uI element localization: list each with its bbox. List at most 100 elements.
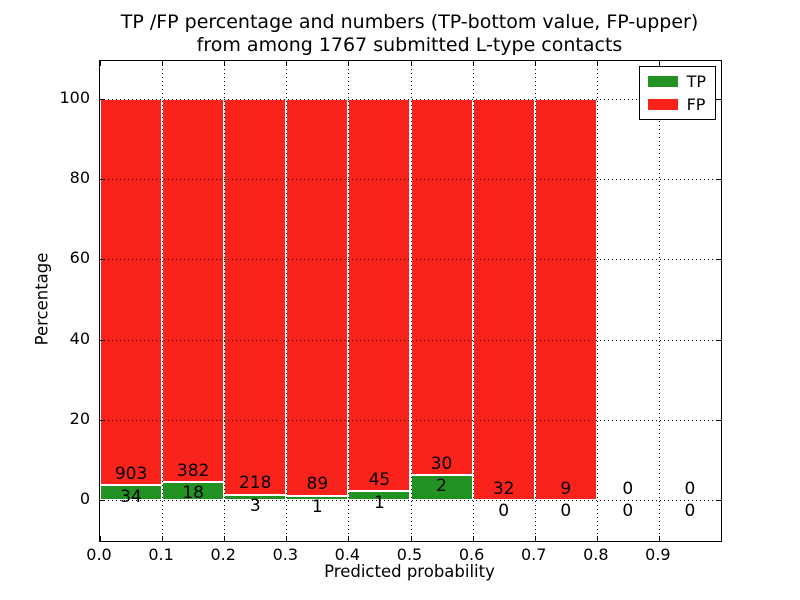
grid-line-h — [100, 259, 721, 261]
fp-count-label: 903 — [114, 464, 148, 485]
y-tick-right — [716, 99, 721, 100]
grid-line-v — [659, 61, 660, 541]
y-tick — [100, 500, 105, 501]
chart-title-line1: TP /FP percentage and numbers (TP-bottom… — [120, 11, 699, 33]
fp-count-label: 382 — [176, 460, 210, 481]
y-tick — [100, 259, 105, 261]
tp-count-label: 0 — [684, 501, 696, 522]
x-tick-top — [286, 61, 287, 66]
fp-count-label: 0 — [684, 478, 696, 499]
y-tick-label: 80 — [69, 168, 90, 188]
y-tick — [100, 339, 105, 341]
grid-line-h — [100, 179, 721, 181]
fp-bar-segment — [410, 99, 473, 475]
tp-count-label: 1 — [374, 492, 385, 513]
plot-area: 903 34 382 18 218 3 89 1 45 1 30 2 32 0 9 0 0 0 0 0 TP FP — [99, 60, 722, 542]
x-axis-title: Predicted probability — [324, 562, 495, 581]
y-tick-right — [716, 500, 721, 501]
y-tick — [100, 179, 105, 181]
fp-count-label: 45 — [368, 469, 391, 490]
fp-swatch-icon — [647, 99, 678, 110]
fp-bar-segment — [348, 99, 411, 492]
y-tick-label: 0 — [79, 489, 90, 508]
y-tick — [100, 419, 105, 421]
x-tick — [348, 536, 349, 541]
x-tick-top — [535, 61, 536, 66]
x-tick-top — [473, 61, 474, 66]
x-tick-top — [224, 61, 225, 66]
grid-line-h — [100, 419, 721, 421]
grid-line-v — [411, 61, 412, 541]
fp-bar-segment — [472, 99, 535, 500]
grid-line-v — [597, 61, 598, 541]
x-tick — [659, 536, 660, 541]
tp-count-label: 18 — [182, 483, 204, 504]
tp-swatch-icon — [647, 76, 678, 87]
tp-bar-segment — [410, 474, 473, 500]
tp-count-label: 1 — [311, 496, 323, 517]
fp-count-label: 30 — [430, 453, 453, 474]
x-tick-top — [348, 61, 349, 66]
chart-title-line2: from among 1767 submitted L-type contact… — [196, 34, 623, 56]
y-tick — [100, 99, 105, 100]
x-tick-label: 0.4 — [334, 545, 361, 564]
tp-count-label: 0 — [498, 501, 510, 522]
fp-bar-segment — [100, 99, 163, 486]
tp-count-label: 0 — [560, 501, 572, 522]
y-tick-label: 40 — [69, 328, 90, 348]
x-tick-label: 0.0 — [86, 545, 112, 564]
fp-bar-segment — [224, 99, 287, 495]
x-tick-top — [100, 61, 101, 66]
x-tick-top — [597, 61, 598, 66]
x-tick-label: 0.8 — [583, 545, 609, 564]
grid-line-h — [100, 99, 721, 100]
fp-bar-segment — [162, 99, 225, 482]
x-tick — [535, 536, 536, 541]
tp-count-label: 3 — [249, 495, 261, 516]
y-tick-label: 100 — [59, 88, 90, 107]
fp-count-label: 9 — [560, 478, 572, 499]
grid-line-v — [473, 61, 474, 541]
grid-line-h — [100, 500, 721, 501]
x-tick-top — [162, 61, 163, 66]
grid-line-v — [535, 61, 536, 541]
x-tick — [100, 536, 101, 541]
y-tick-label: 60 — [69, 248, 90, 268]
x-tick-top — [411, 61, 412, 66]
chart-title: TP /FP percentage and numbers (TP-bottom… — [99, 11, 720, 57]
tp-count-label: 34 — [120, 486, 142, 507]
grid-line-v — [286, 61, 287, 541]
fp-bar-segment — [534, 99, 597, 500]
tp-count-label: 2 — [436, 476, 447, 497]
grid-line-h — [100, 339, 721, 341]
grid-line-v — [224, 61, 225, 541]
x-tick-label: 0.6 — [458, 545, 485, 564]
x-tick — [224, 536, 225, 541]
x-tick-label: 0.9 — [645, 545, 671, 564]
grid-line-v — [348, 61, 349, 541]
x-tick-label: 0.3 — [272, 545, 299, 564]
y-tick-right — [716, 259, 721, 261]
legend-item-fp: FP — [647, 95, 706, 114]
legend: TP FP — [638, 66, 716, 120]
x-tick-label: 0.7 — [520, 545, 547, 564]
y-tick-right — [716, 179, 721, 181]
y-tick-right — [716, 419, 721, 421]
x-tick-label: 0.5 — [396, 545, 423, 564]
x-tick — [411, 536, 412, 541]
fp-count-label: 32 — [492, 478, 515, 499]
fp-bar-segment — [286, 99, 349, 496]
x-tick-label: 0.1 — [148, 545, 174, 564]
fp-count-label: 218 — [239, 473, 272, 494]
legend-label-fp: FP — [686, 95, 706, 114]
grid-line-v — [162, 61, 163, 541]
x-tick — [597, 536, 598, 541]
fp-count-label: 89 — [306, 474, 329, 495]
x-tick-top — [659, 61, 660, 66]
tp-count-label: 0 — [622, 501, 634, 522]
fp-count-label: 0 — [622, 478, 634, 499]
tp-bar-segment — [100, 485, 163, 500]
legend-label-tp: TP — [686, 72, 706, 91]
y-tick-label: 20 — [69, 408, 90, 428]
